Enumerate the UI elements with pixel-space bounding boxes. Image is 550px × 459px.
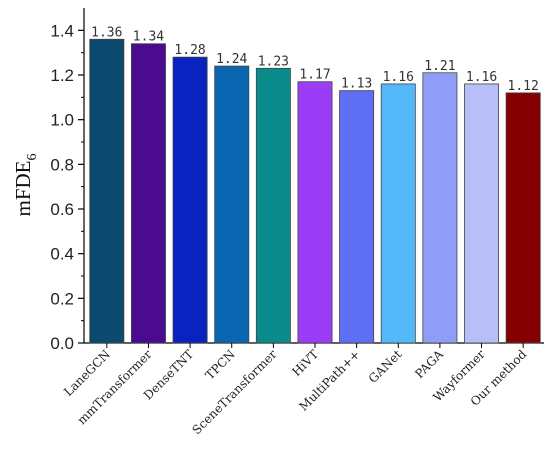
x-tick-label: mmTransformer (75, 347, 155, 427)
y-tick-label: 0.0 (50, 334, 74, 353)
bar-value-label: 1.36 (91, 25, 122, 40)
bar-value-label: 1.34 (133, 30, 164, 45)
y-tick-label: 0.4 (50, 245, 74, 264)
svg-text:mFDE6: mFDE6 (11, 153, 40, 216)
bar-value-label: 1.13 (341, 77, 372, 92)
bar (464, 83, 500, 344)
bar-value-label: 1.17 (299, 68, 330, 83)
bar-value-label: 1.21 (424, 59, 455, 74)
bar (214, 65, 250, 344)
x-tick-label: GANet (366, 347, 405, 386)
y-tick-label: 0.6 (50, 200, 74, 219)
bar (339, 90, 375, 344)
bar (297, 81, 333, 344)
y-axis-label-text: mFDE (11, 160, 35, 216)
bar (380, 83, 416, 344)
bar-value-label: 1.16 (466, 70, 497, 85)
y-tick-label: 0.2 (50, 289, 74, 308)
bar (422, 72, 458, 344)
bar-value-label: 1.28 (174, 43, 205, 58)
x-tick-label: SceneTransformer (189, 347, 279, 437)
bar (505, 92, 541, 344)
bar-value-label: 1.24 (216, 52, 247, 67)
y-tick-label: 0.8 (50, 155, 74, 174)
y-tick-label: 1.2 (50, 66, 74, 85)
y-axis-label-subscript: 6 (25, 153, 40, 160)
bar-value-label: 1.16 (383, 70, 414, 85)
x-tick-label: TPCN (203, 347, 238, 382)
x-tick-label: PAGA (412, 347, 446, 381)
y-tick-label: 1.4 (50, 21, 74, 40)
bar-value-label: 1.23 (258, 54, 289, 69)
bar (130, 43, 166, 344)
value-labels: 1.36 1.34 1.28 1.24 1.23 1.17 1.13 1.16 1.21 1.16… (91, 25, 539, 94)
y-axis-label: mFDE6 (11, 153, 40, 216)
y-tick-label: 1.0 (50, 111, 74, 130)
x-tick-label: HiVT (289, 347, 321, 379)
bar (89, 38, 125, 344)
bar (172, 56, 208, 344)
bar-value-label: 1.12 (508, 79, 539, 94)
bars (89, 38, 541, 344)
y-ticks: 0.0 0.2 0.4 0.6 0.8 1.0 1.2 1.4 (50, 21, 84, 353)
bar (255, 67, 291, 344)
